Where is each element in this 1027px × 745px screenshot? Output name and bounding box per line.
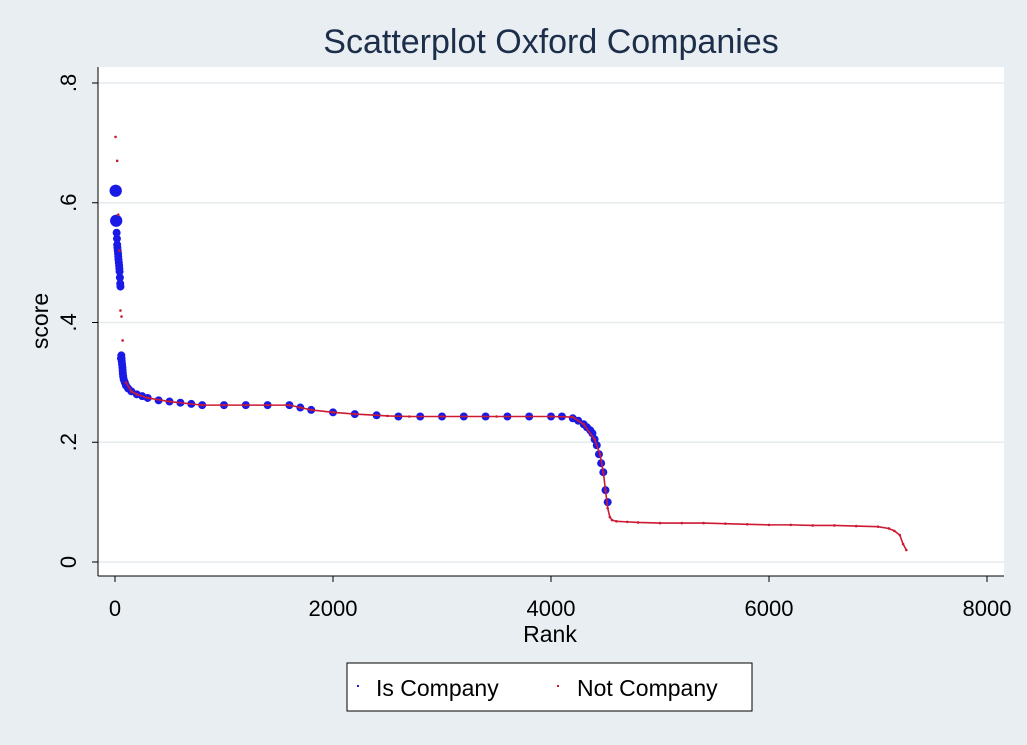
y-tick-labels: 0 .2 .4 .6 .8 [56,74,81,568]
point-is-company [112,234,121,243]
legend-box [346,662,753,712]
x-tick-label: 2000 [309,596,358,621]
series-not-company [114,135,908,552]
point-is-company [115,273,124,282]
x-axis-label: Rank [523,621,577,647]
legend-label-not-company: Not Company [577,675,718,701]
point-is-company [110,214,123,227]
legend-swatch-is-company [357,685,359,687]
legend-label-is-company: Is Company [376,675,499,701]
x-tick-label: 0 [109,596,121,621]
chart-title: Scatterplot Oxford Companies [323,23,778,61]
point-is-company [112,228,121,237]
trace-not-company [125,381,908,551]
legend: Is Company Not Company [346,662,753,712]
point-is-company [115,267,124,276]
legend-swatch-not-company [557,685,559,687]
y-axis-label: score [27,293,53,349]
x-tick-label: 4000 [527,596,576,621]
point-is-company [109,184,122,197]
gridlines [98,82,1004,563]
y-tick-label: .6 [56,194,81,212]
x-tick-label: 6000 [745,596,794,621]
plot-area [98,67,1004,576]
point-not-company [114,135,117,139]
y-tick-label: 0 [56,556,81,568]
axes [92,67,1004,582]
point-not-company [116,213,120,217]
point-not-company [120,315,123,318]
point-not-company [118,249,121,252]
point-not-company [119,309,122,312]
x-tick-labels: 0 2000 4000 6000 8000 [109,596,1012,621]
x-tick-label: 8000 [963,596,1012,621]
y-tick-label: .4 [56,313,81,331]
y-tick-label: .2 [56,433,81,451]
point-not-company [115,159,119,163]
point-is-company [116,282,125,291]
y-tick-label: .8 [56,74,81,92]
point-not-company [121,339,124,342]
